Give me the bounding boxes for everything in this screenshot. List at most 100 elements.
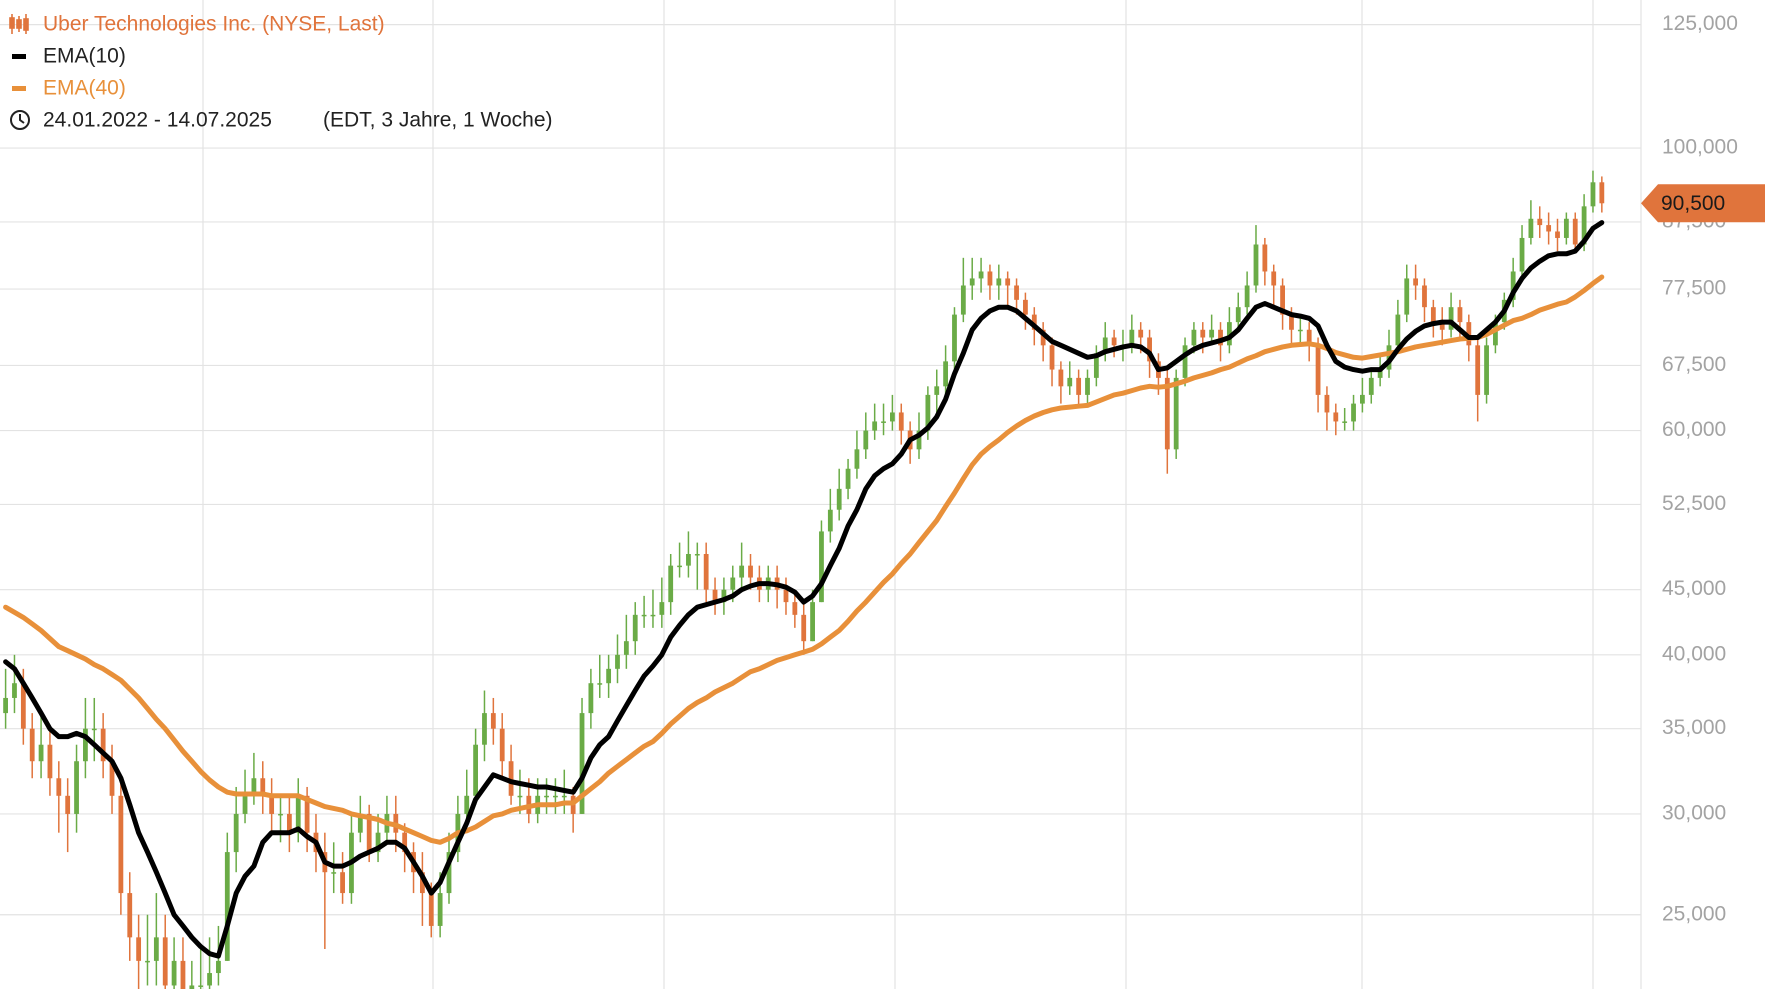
- candle-body: [694, 553, 700, 556]
- candle-body: [20, 683, 26, 729]
- y-tick-label: 45,000: [1662, 577, 1726, 600]
- candle-body: [898, 412, 904, 431]
- candle-body: [553, 795, 558, 798]
- candle-body: [836, 488, 842, 510]
- candle-body: [1138, 329, 1144, 338]
- candle-body: [1235, 307, 1241, 323]
- candle-body: [1315, 345, 1321, 395]
- candle-body: [446, 852, 452, 894]
- candle-body: [952, 314, 957, 362]
- candle-body: [47, 744, 53, 779]
- candle-body: [881, 421, 886, 423]
- candle-body: [1342, 421, 1348, 423]
- legend: Uber Technologies Inc. (NYSE, Last) EMA(…: [9, 13, 553, 132]
- candle-body: [1289, 314, 1294, 330]
- candle-body: [189, 985, 195, 989]
- candle-body: [632, 614, 638, 642]
- candle-body: [925, 394, 931, 431]
- candle-body: [233, 813, 239, 853]
- candle-body: [668, 565, 674, 603]
- candle-body: [606, 668, 612, 684]
- date-range: 24.01.2022 - 14.07.2025: [43, 109, 272, 132]
- candle-body: [1262, 244, 1268, 272]
- candle-body: [1599, 182, 1605, 204]
- candle-body: [588, 683, 594, 714]
- candle-body: [145, 960, 150, 963]
- candle-body: [1572, 218, 1578, 245]
- candle-body: [56, 778, 62, 796]
- candle-body: [721, 589, 727, 603]
- candle-body: [890, 412, 895, 422]
- y-tick-label: 30,000: [1662, 801, 1726, 824]
- candle-body: [934, 386, 940, 395]
- candle-body: [83, 728, 88, 762]
- candle-body: [1475, 345, 1481, 395]
- y-tick-label: 35,000: [1662, 716, 1726, 739]
- candle-body: [1200, 329, 1206, 338]
- candle-body: [482, 713, 487, 745]
- candle-body: [544, 795, 549, 798]
- candle-body: [730, 577, 736, 590]
- candle-body: [1368, 377, 1374, 395]
- y-tick-label: 100,000: [1662, 136, 1738, 159]
- candle-body: [1005, 278, 1011, 286]
- candle-body: [118, 795, 124, 894]
- candle-body: [748, 565, 753, 578]
- candle-body: [987, 271, 993, 286]
- candle-body: [1164, 377, 1170, 450]
- price-tag-label: 90,500: [1661, 192, 1725, 215]
- candle-body: [1182, 345, 1188, 378]
- legend-entry: EMA(40): [43, 77, 126, 100]
- candle-body: [1306, 329, 1312, 346]
- candle-body: [171, 960, 177, 986]
- candle-body: [269, 795, 275, 814]
- candle-body: [437, 893, 443, 926]
- candle-body: [854, 449, 860, 469]
- candle-body: [1040, 329, 1046, 346]
- candle-body: [419, 872, 425, 894]
- candle-body: [1102, 337, 1108, 354]
- y-tick-label: 125,000: [1662, 12, 1738, 35]
- candle-body: [943, 361, 949, 387]
- candle-body: [1093, 353, 1099, 378]
- candle-body: [872, 421, 878, 431]
- candle-body: [1430, 307, 1436, 323]
- candle-body: [1129, 329, 1135, 346]
- candle-body: [1404, 278, 1410, 315]
- candle-body: [1510, 271, 1516, 300]
- plot-area: [3, 170, 1605, 989]
- candle-body: [1555, 231, 1560, 238]
- legend-swatch: [12, 86, 26, 91]
- candle-body: [473, 744, 479, 796]
- candle-body: [1147, 337, 1152, 362]
- candle-body: [251, 778, 257, 796]
- last-price-tag: 90,500: [1641, 184, 1765, 223]
- candle-body: [650, 614, 656, 617]
- candle-body: [1493, 322, 1498, 346]
- candle-body: [1226, 322, 1232, 346]
- candle-body: [1563, 218, 1569, 238]
- candle-body: [1413, 278, 1419, 286]
- candle-body: [1333, 412, 1339, 422]
- candle-body: [224, 852, 230, 961]
- candle-body: [162, 937, 168, 986]
- candle-body: [1014, 285, 1019, 300]
- candle-body: [615, 654, 620, 669]
- candle-body: [1537, 218, 1543, 226]
- candle-body: [127, 893, 133, 938]
- candle-body: [464, 795, 470, 814]
- candle-body: [1111, 337, 1117, 346]
- candle-body: [517, 795, 523, 798]
- ema-line: [3, 274, 1605, 845]
- candle-body: [1395, 314, 1401, 346]
- candle-body: [1076, 377, 1082, 395]
- candle-body: [508, 761, 514, 796]
- candle-body: [686, 553, 691, 566]
- candle-body: [1085, 377, 1090, 395]
- candle-body: [402, 832, 408, 853]
- candle-body: [1253, 244, 1259, 286]
- candle-body: [978, 271, 984, 279]
- candle-body: [216, 960, 221, 974]
